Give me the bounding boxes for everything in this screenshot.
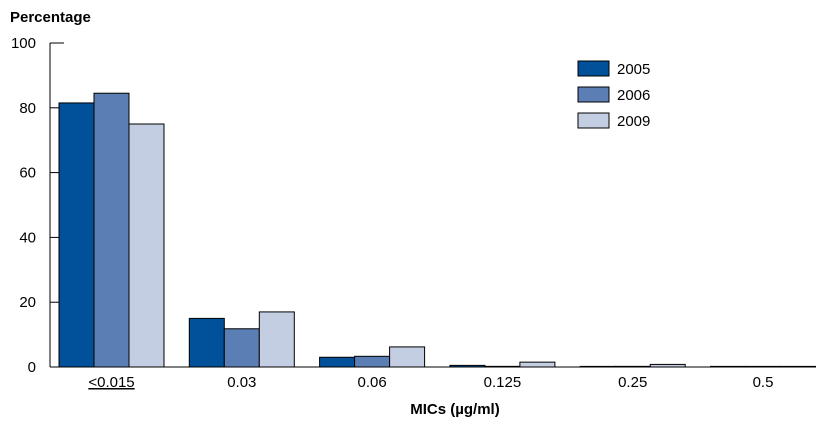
bar-2009-2	[389, 346, 426, 368]
bar-2005-4	[579, 365, 616, 368]
y-tick-label: 40	[19, 229, 36, 246]
bar-2006-3	[484, 365, 521, 368]
y-tick-label: 60	[19, 165, 36, 182]
x-tick-label: 0.5	[753, 374, 774, 391]
x-axis-title: MICs (µg/ml)	[410, 401, 499, 418]
y-axis-title: Percentage	[10, 9, 91, 26]
legend-label: 2009	[617, 113, 650, 130]
bar-2006-1	[223, 328, 260, 368]
bar-2006-0	[93, 92, 130, 368]
bar-2005-2	[319, 356, 356, 368]
x-tick-label: 0.06	[357, 374, 386, 391]
legend-label: 2006	[617, 87, 650, 104]
bar-2006-4	[614, 365, 651, 368]
y-tick-label: 0	[28, 359, 36, 376]
bar-2005-5	[710, 365, 746, 368]
bar-2009-0	[128, 123, 165, 368]
bar-2005-3	[449, 364, 486, 368]
y-tick-label: 100	[11, 35, 36, 52]
x-axis: <0.015 0.03 0.06 0.125 0.25 0.5	[50, 366, 816, 391]
bar-2009-3	[519, 361, 556, 368]
y-tick-label: 80	[19, 100, 36, 117]
bar-2005-0	[58, 102, 95, 368]
legend-swatch	[577, 86, 610, 103]
bar-2009-4	[649, 363, 686, 368]
y-tick-label: 20	[19, 294, 36, 311]
legend-swatch	[577, 112, 610, 129]
bar-2009-1	[258, 311, 295, 368]
legend-swatch	[577, 60, 610, 77]
bar-2005-1	[188, 317, 225, 368]
bar-2009-5	[780, 365, 816, 368]
y-axis: 0 20 40 60 80 100	[11, 35, 64, 376]
bar-2006-2	[354, 355, 391, 368]
bar-2006-5	[745, 365, 781, 368]
x-tick-label: 0.125	[484, 374, 522, 391]
x-tick-label: 0.25	[618, 374, 647, 391]
x-tick-label: <0.015	[88, 374, 134, 391]
legend-label: 2005	[617, 61, 650, 78]
legend: 2005 2006 2009	[577, 60, 650, 130]
bars	[58, 92, 816, 368]
x-tick-label: 0.03	[227, 374, 256, 391]
